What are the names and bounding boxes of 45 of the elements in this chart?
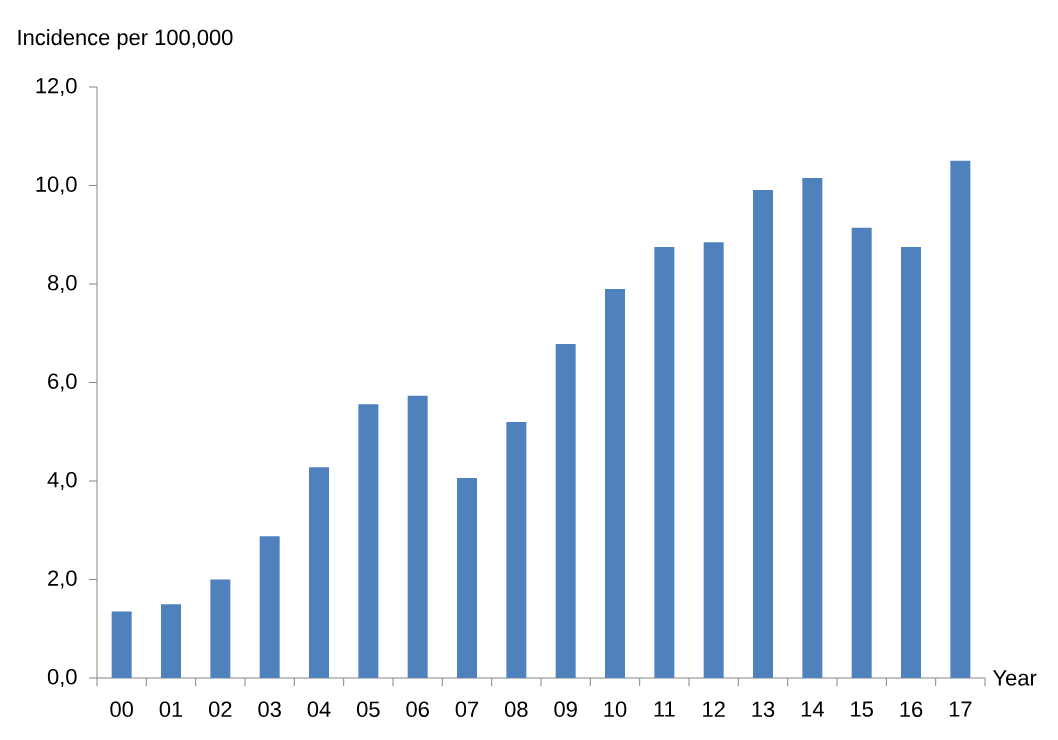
y-tick-label: 4,0 [47,471,77,491]
x-tick-label: 16 [900,701,923,718]
x-tick-label: 09 [554,701,577,718]
x-tick-label: 12 [703,701,725,717]
x-tick-label: 10 [604,701,627,718]
y-tick-label: 0,0 [47,668,77,688]
bar [802,178,823,678]
y-tick-label: 10,0 [36,176,77,195]
x-tick-label: 14 [801,701,824,717]
bar [358,404,379,678]
y-tick-label: 8,0 [47,274,77,294]
x-tick-label: 11 [654,701,675,717]
x-axis-title: Year [993,670,1037,686]
x-tick-label: 04 [307,701,331,718]
bar [950,160,971,678]
y-axis-title: Incidence per 100,000 [18,29,233,50]
x-tick-label: 00 [110,701,133,718]
bar [901,247,922,678]
x-tick-label: 15 [851,701,873,717]
x-tick-label: 03 [258,701,281,718]
bar [555,344,576,678]
bar [506,421,527,678]
bar [851,227,872,678]
x-tick-label: 05 [357,701,380,718]
bar [703,242,724,678]
bar [654,247,675,678]
bar [753,189,774,678]
x-tick-label: 08 [505,701,528,718]
x-tick-label: 07 [455,701,479,718]
bar [210,579,231,678]
y-tick-label: 6,0 [48,373,77,392]
bar [309,467,329,678]
bar [457,478,477,678]
bar [111,611,132,678]
x-tick-label: 02 [209,701,232,718]
x-tick-label: 13 [752,701,775,718]
bar [259,536,280,678]
bar [161,604,181,678]
y-tick-label: 2,0 [48,570,77,589]
x-tick-label: 17 [949,701,972,717]
bar [605,288,626,678]
x-tick-label: 01 [159,701,183,718]
y-tick-label: 12,0 [36,77,77,97]
bar [407,395,428,678]
x-tick-label: 06 [406,701,429,718]
